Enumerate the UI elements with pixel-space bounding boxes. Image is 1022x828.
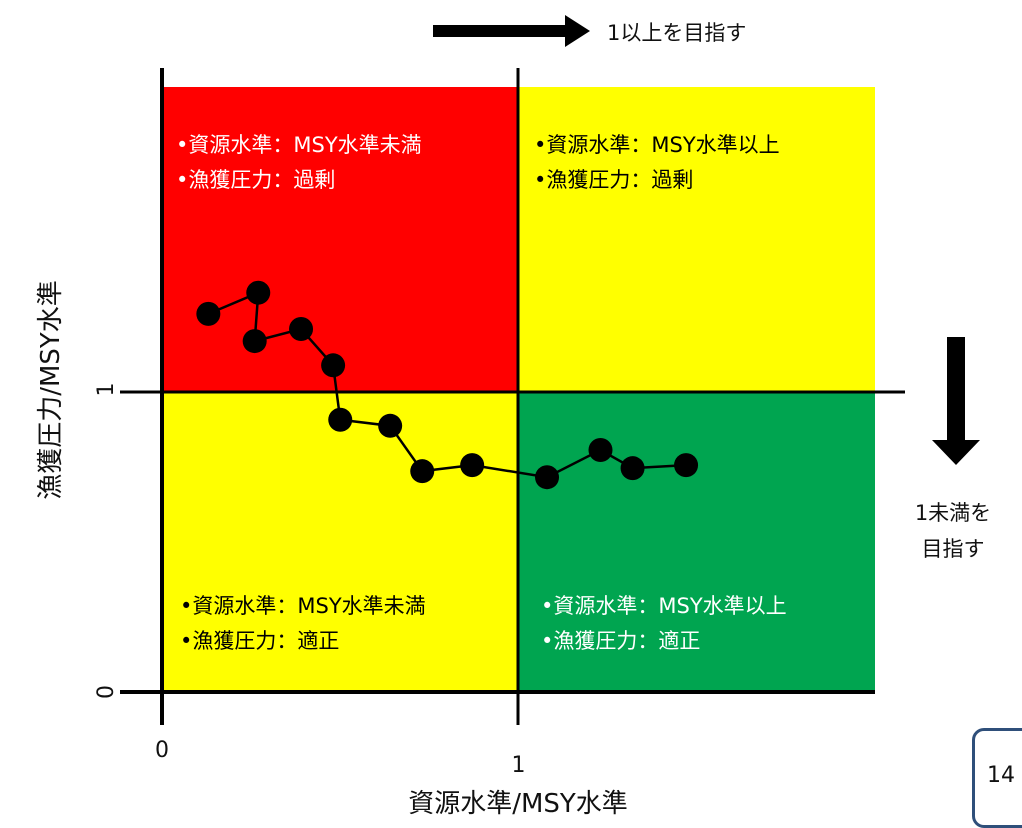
- page-number: 14: [987, 763, 1015, 788]
- data-point-4: [289, 317, 314, 341]
- right-arrow-icon: [433, 15, 590, 47]
- x-axis-title: 資源水準/MSY水準: [408, 789, 628, 819]
- data-point-1: [196, 301, 221, 326]
- data-point-3: [242, 329, 267, 354]
- data-point-2: [246, 280, 271, 305]
- y-axis-title: 漁獲圧力/MSY水準: [36, 280, 66, 500]
- data-point-13: [674, 453, 699, 478]
- quadrant-label-top-left-line1: •資源水準：MSY水準未満: [176, 133, 422, 157]
- data-point-5: [321, 353, 346, 378]
- quadrant-bottom-left: [162, 392, 518, 692]
- data-point-7: [378, 413, 403, 438]
- data-point-6: [328, 407, 353, 432]
- quadrant-top-left: [162, 87, 518, 392]
- x-tick-1: 1: [512, 753, 526, 778]
- quadrant-label-bottom-right-line2: •漁獲圧力：適正: [541, 629, 700, 653]
- x-tick-0: 0: [155, 738, 169, 763]
- quadrant-label-top-right-line1: •資源水準：MSY水準以上: [534, 133, 780, 157]
- quadrant-label-bottom-left-line2: •漁獲圧力：適正: [180, 629, 339, 653]
- right-arrow-label-line1: 1未満を: [915, 501, 991, 525]
- data-point-8: [410, 459, 435, 484]
- right-arrow-label-line2: 目指す: [922, 537, 985, 561]
- data-point-12: [620, 456, 645, 481]
- quadrant-label-top-left-line2: •漁獲圧力：過剰: [176, 168, 335, 192]
- data-point-9: [460, 453, 485, 478]
- quadrant-bottom-right: [518, 392, 875, 692]
- page-number-badge: 14: [972, 728, 1022, 828]
- quadrant-label-bottom-right-line1: •資源水準：MSY水準以上: [541, 594, 787, 618]
- quadrant-label-top-right-line2: •漁獲圧力：過剰: [534, 168, 693, 192]
- y-tick-1: 1: [94, 383, 119, 397]
- top-arrow-label: 1以上を目指す: [607, 21, 746, 45]
- data-point-10: [535, 465, 560, 490]
- y-tick-0: 0: [94, 685, 119, 699]
- down-arrow-icon: [932, 337, 980, 465]
- quadrant-label-bottom-left-line1: •資源水準：MSY水準未満: [180, 594, 426, 618]
- data-point-11: [588, 438, 613, 462]
- quadrant-top-right: [518, 87, 875, 392]
